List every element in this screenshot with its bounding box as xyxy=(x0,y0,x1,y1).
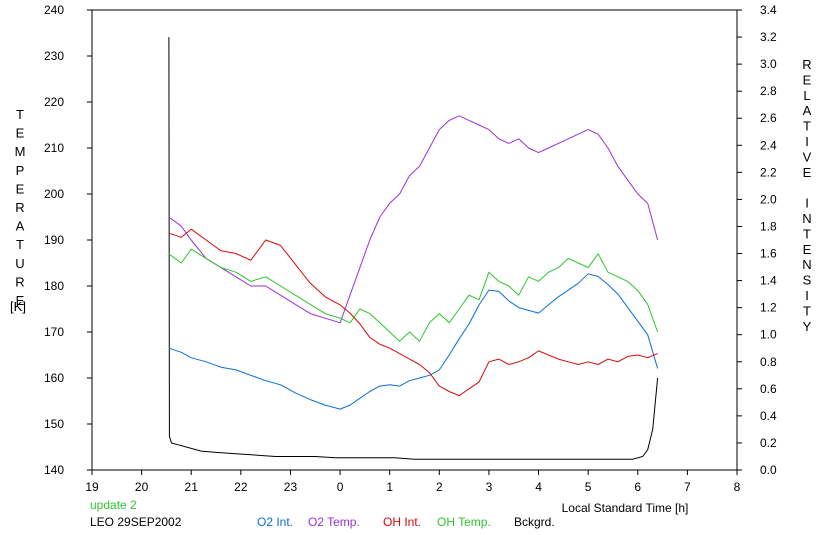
x-tick-label: 23 xyxy=(284,480,298,494)
y-right-label-char: E xyxy=(803,242,812,257)
update-note: update 2 xyxy=(90,498,137,512)
y-left-tick-label: 150 xyxy=(44,417,64,431)
y-left-label-char: P xyxy=(16,163,25,178)
legend-item: O2 Temp. xyxy=(308,515,360,529)
x-tick-label: 19 xyxy=(85,480,99,494)
legend-item: OH Int. xyxy=(383,515,421,529)
y-right-label-char: E xyxy=(803,72,812,87)
series-lines xyxy=(168,37,659,460)
y-right-label-char: S xyxy=(803,273,812,288)
y-right-tick-label: 2.2 xyxy=(760,165,777,179)
y-right-label-char: R xyxy=(802,57,811,72)
y-left-label-char: U xyxy=(15,256,24,271)
y-right-tick-label: 1.4 xyxy=(760,274,777,288)
y-right-label-char: N xyxy=(802,257,811,272)
series-line-oh-temp xyxy=(168,248,659,342)
x-tick-label: 7 xyxy=(684,480,691,494)
y-right-label-char: N xyxy=(802,211,811,226)
y-right-tick-label: 3.2 xyxy=(760,30,777,44)
y-right-label-char: Y xyxy=(803,319,812,334)
y-left-tick-label: 230 xyxy=(44,49,64,63)
y-left-tick-label: 160 xyxy=(44,371,64,385)
y-right-tick-label: 0.2 xyxy=(760,436,777,450)
y-right-label-char: V xyxy=(803,149,812,164)
station-label: LEO 29SEP2002 xyxy=(90,515,182,529)
y-left-tick-label: 190 xyxy=(44,233,64,247)
y-right-label-char: T xyxy=(803,226,811,241)
y-right-tick-label: 2.0 xyxy=(760,192,777,206)
x-tick-label: 21 xyxy=(185,480,199,494)
x-tick-label: 8 xyxy=(734,480,741,494)
y-left-tick-label: 240 xyxy=(44,3,64,17)
y-left-label-char: R xyxy=(15,274,24,289)
y-right-tick-label: 0.0 xyxy=(760,463,777,477)
y-right-tick-label: 0.6 xyxy=(760,382,777,396)
x-tick-label: 3 xyxy=(486,480,493,494)
y-left-unit: [K] xyxy=(10,299,26,314)
series-line-bckgrd xyxy=(168,37,659,460)
x-tick-label: 1 xyxy=(386,480,393,494)
x-tick-label: 20 xyxy=(135,480,149,494)
x-tick-label: 4 xyxy=(535,480,542,494)
y-right-tick-label: 1.0 xyxy=(760,328,777,342)
y-right-tick-label: 0.4 xyxy=(760,409,777,423)
y-right-label-char: E xyxy=(803,165,812,180)
x-axis-label: Local Standard Time [h] xyxy=(562,501,689,515)
y-left-label-char: E xyxy=(16,126,25,141)
y-left-label-char: R xyxy=(15,200,24,215)
y-left-tick-label: 180 xyxy=(44,279,64,293)
y-right-label-char: I xyxy=(805,134,809,149)
y-left-tick-label: 210 xyxy=(44,141,64,155)
y-right-tick-label: 1.6 xyxy=(760,247,777,261)
x-axis-ticks: 19 20 21 22 23 0 1 2 3 4 5 6 7 8 xyxy=(85,470,741,494)
plot-frame xyxy=(91,9,738,471)
y-right-label-char: A xyxy=(803,103,812,118)
y-left-tick-label: 200 xyxy=(44,187,64,201)
y-right-tick-label: 2.4 xyxy=(760,138,777,152)
x-tick-label: 0 xyxy=(337,480,344,494)
y-left-tick-label: 220 xyxy=(44,95,64,109)
y-right-tick-label: 2.8 xyxy=(760,84,777,98)
y-right-tick-label: 1.2 xyxy=(760,301,777,315)
y-right-label-char: L xyxy=(803,88,810,103)
y-right-label-char: T xyxy=(803,303,811,318)
y-right-axis-ticks: 0.0 0.2 0.4 0.6 0.8 1.0 1.2 1.4 1.6 1.8 2.0 2.2 2.4 2… xyxy=(737,3,777,477)
legend-item: Bckgrd. xyxy=(514,515,555,529)
y-right-tick-label: 3.4 xyxy=(760,3,777,17)
y-right-label-char: T xyxy=(803,119,811,134)
x-tick-label: 6 xyxy=(634,480,641,494)
y-right-tick-label: 2.6 xyxy=(760,111,777,125)
y-left-label-char: T xyxy=(16,107,24,122)
series-line-o2-int xyxy=(168,273,659,410)
y-left-label-char: M xyxy=(15,144,26,159)
y-right-tick-label: 1.8 xyxy=(760,219,777,233)
series-line-o2-temp xyxy=(168,115,659,324)
y-right-tick-label: 3.0 xyxy=(760,57,777,71)
y-left-tick-label: 140 xyxy=(44,463,64,477)
y-right-tick-label: 0.8 xyxy=(760,355,777,369)
series-line-oh-int xyxy=(168,228,658,397)
y-left-tick-label: 170 xyxy=(44,325,64,339)
y-left-label-char: E xyxy=(16,181,25,196)
x-tick-label: 22 xyxy=(234,480,248,494)
y-left-axis-ticks: 140 150 160 170 180 190 200 210 220 230 240 xyxy=(44,3,92,477)
y-left-label-char: T xyxy=(16,237,24,252)
x-tick-label: 2 xyxy=(436,480,443,494)
legend: O2 Int. O2 Temp. OH Int. OH Temp. Bckgrd. xyxy=(257,515,555,529)
y-left-label-char: E xyxy=(16,293,25,308)
legend-item: OH Temp. xyxy=(437,515,491,529)
y-left-label-char: A xyxy=(16,219,25,234)
y-right-label-char: I xyxy=(805,196,809,211)
y-right-label-char: I xyxy=(805,288,809,303)
legend-item: O2 Int. xyxy=(257,515,293,529)
x-tick-label: 5 xyxy=(585,480,592,494)
